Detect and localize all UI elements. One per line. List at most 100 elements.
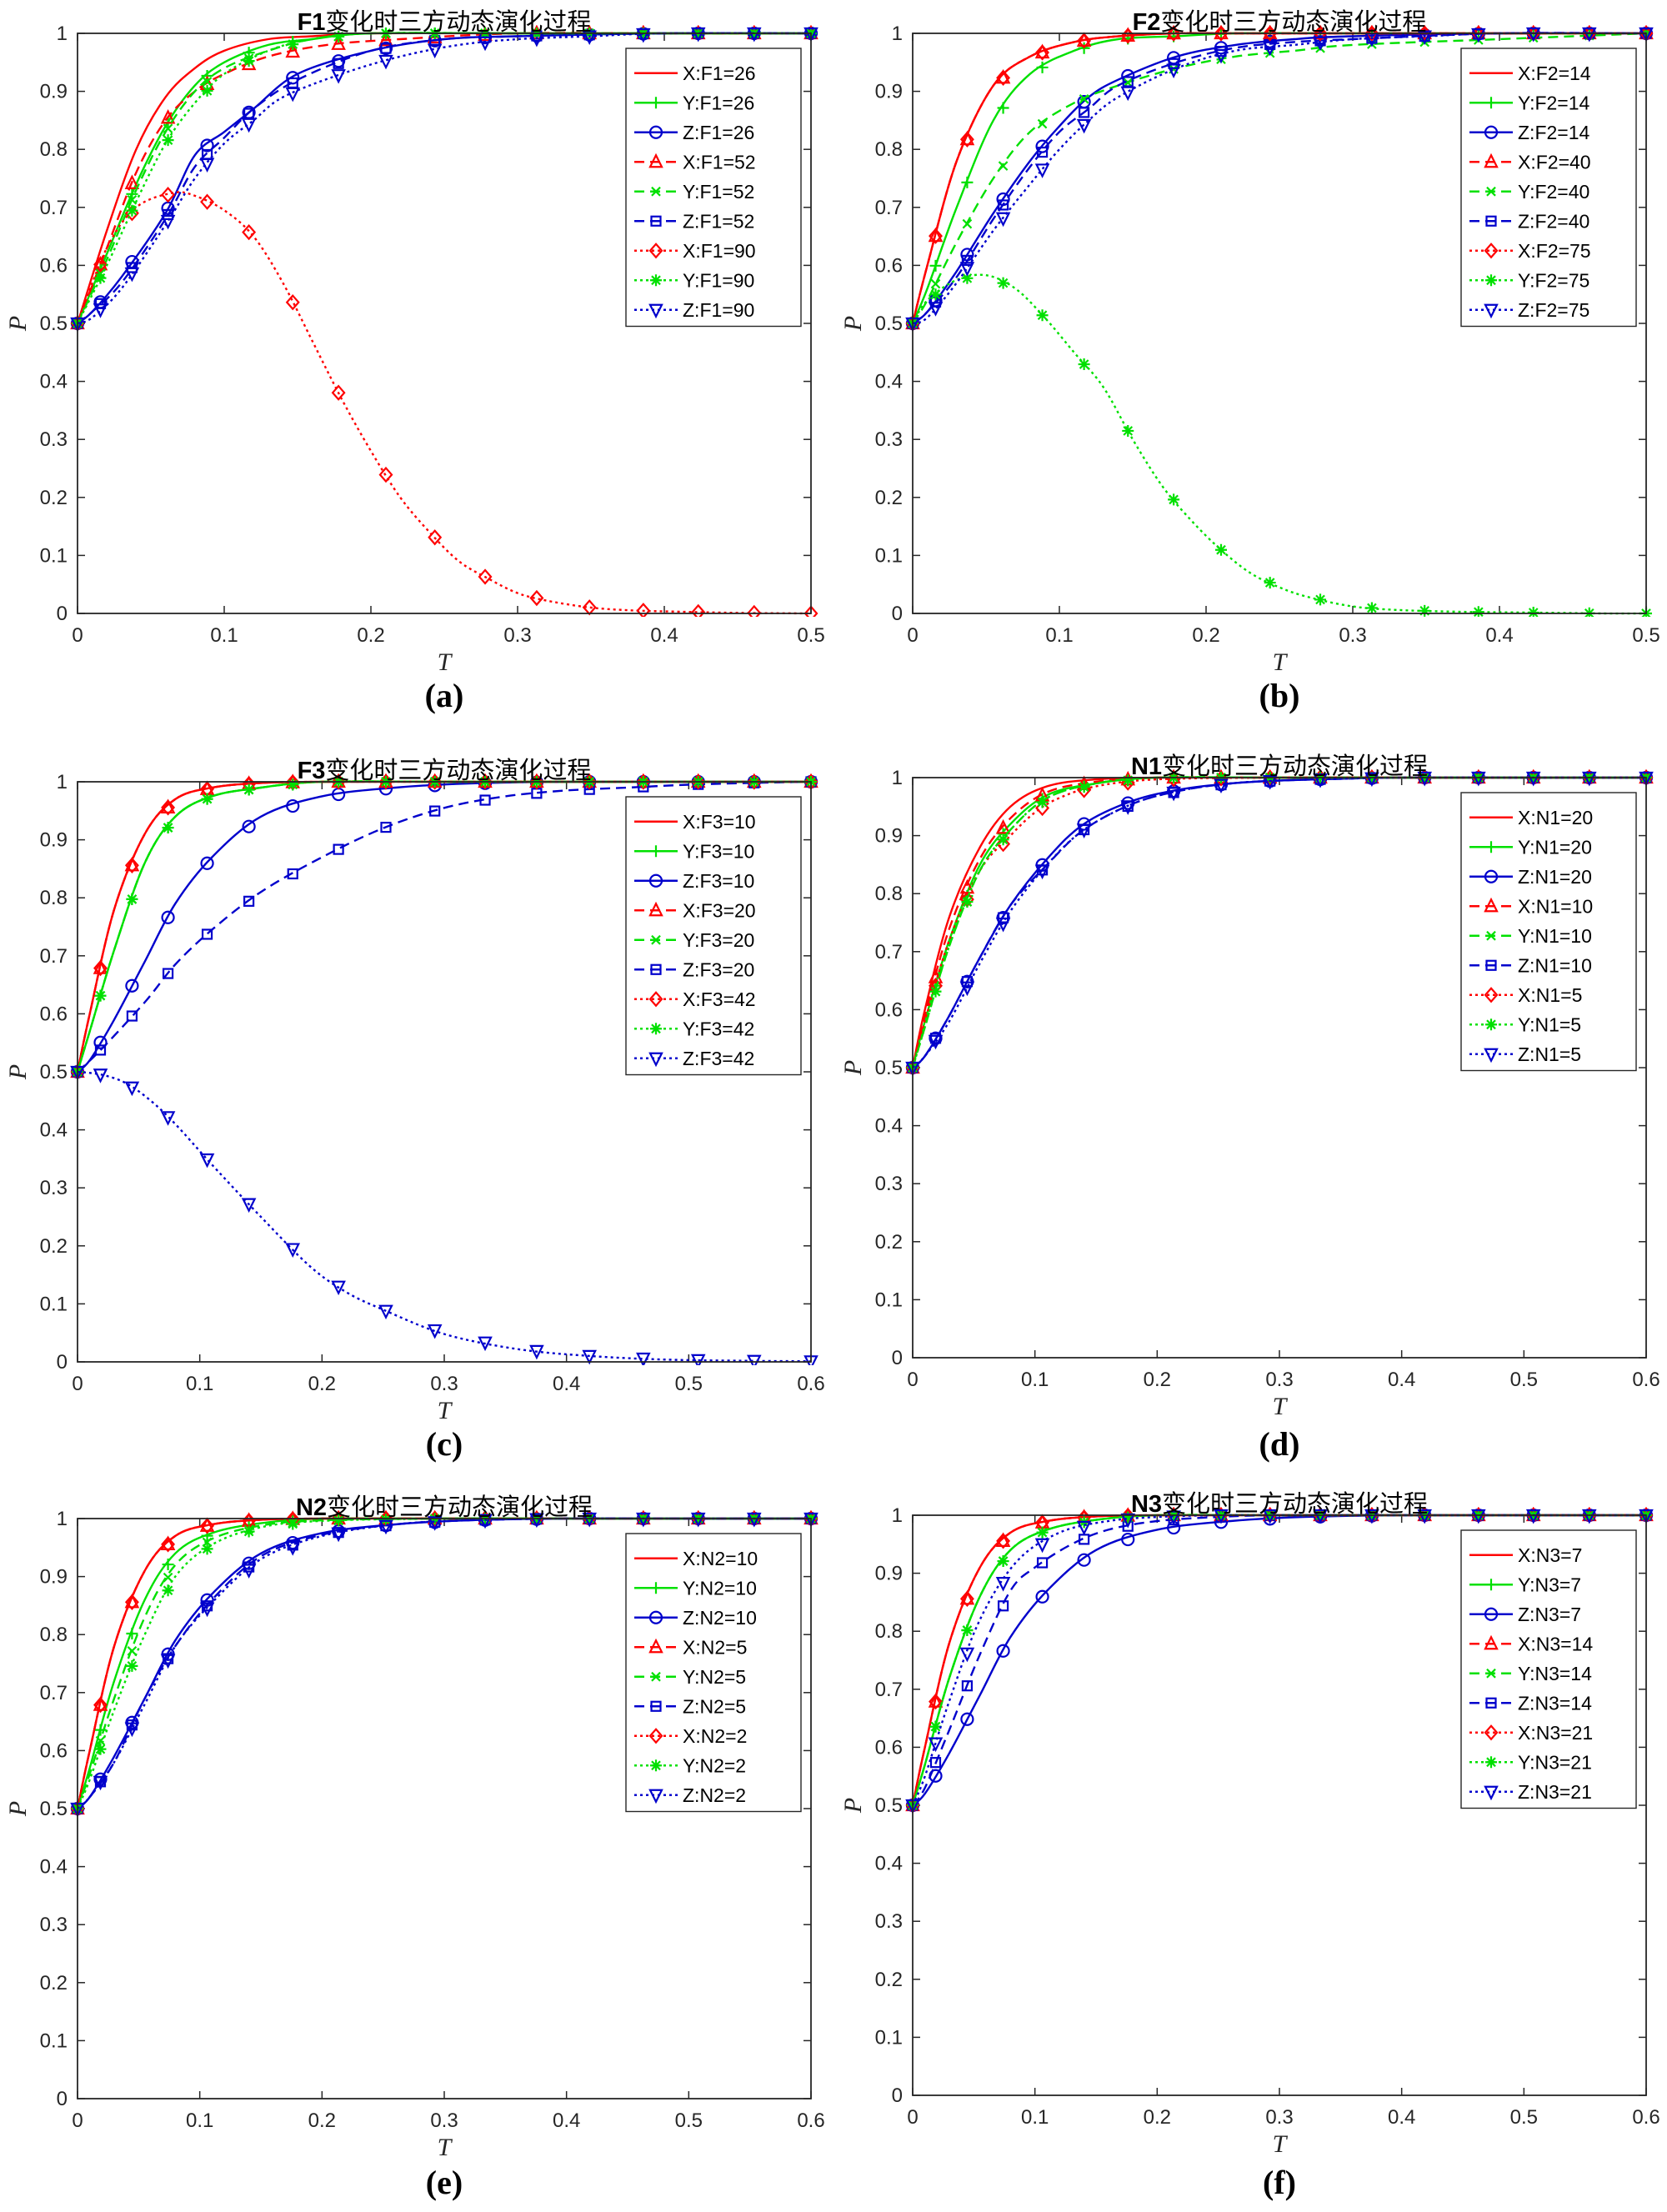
series-marker xyxy=(161,187,176,203)
series-marker xyxy=(997,833,1009,846)
series-marker xyxy=(427,1324,443,1339)
series-marker xyxy=(285,87,301,103)
legend-marker xyxy=(650,963,662,975)
series-marker xyxy=(1168,58,1179,69)
series-marker xyxy=(959,1590,974,1607)
series-marker xyxy=(331,773,346,790)
series-marker xyxy=(333,30,345,43)
legend-label: X:N2=2 xyxy=(683,1725,747,1747)
series-marker xyxy=(582,1512,597,1528)
y-tick-label: 0.2 xyxy=(875,487,903,509)
series-marker xyxy=(127,194,138,205)
legend-marker xyxy=(1486,1668,1496,1679)
legend-label: X:F3=10 xyxy=(683,811,756,833)
series-marker xyxy=(636,1512,651,1528)
series-marker xyxy=(1364,1509,1379,1524)
series-marker xyxy=(1122,424,1134,437)
y-tick-label: 0.6 xyxy=(40,1003,68,1025)
legend-marker xyxy=(1484,1607,1499,1621)
chart-panel-d: 0 0.1 0.2 0.3 0.4 0.5 0.6 0 0.1 0.2 0.3 0.4 0.5 0.6 0.… xyxy=(839,753,1660,1463)
series-line xyxy=(76,191,812,615)
series-marker xyxy=(124,174,140,189)
legend-label: Y:F3=42 xyxy=(683,1018,754,1039)
legend-marker xyxy=(648,125,663,139)
series-marker xyxy=(1419,604,1431,617)
series-line xyxy=(77,32,812,325)
series-marker xyxy=(379,1514,392,1526)
y-tick-label: 0.2 xyxy=(40,487,68,509)
chart-title-bold: F1 xyxy=(298,9,326,36)
series-marker xyxy=(1417,30,1432,46)
legend-label: Y:N1=20 xyxy=(1518,836,1592,858)
series-marker xyxy=(126,893,138,905)
chart-title-rest: 变化时三方动态演化过程 xyxy=(325,757,591,784)
series-marker xyxy=(378,54,393,70)
legend-marker xyxy=(1484,869,1499,883)
series-line xyxy=(912,776,1646,1068)
series-marker xyxy=(378,1304,393,1320)
series-marker xyxy=(241,118,257,133)
series-marker xyxy=(94,1743,107,1755)
legend-marker xyxy=(1484,1634,1499,1650)
series-marker xyxy=(378,31,393,47)
y-tick-label: 0.8 xyxy=(875,1620,903,1643)
series-marker xyxy=(690,1512,706,1528)
legend-marker xyxy=(1485,274,1497,287)
y-tick-label: 0.9 xyxy=(875,1563,903,1585)
x-tick-label: 0.4 xyxy=(1485,624,1513,647)
series-marker xyxy=(959,1589,975,1605)
series-line xyxy=(911,1514,1646,1806)
legend-label: X:F1=52 xyxy=(683,151,756,173)
y-tick-label: 0.7 xyxy=(875,941,903,963)
series-marker xyxy=(93,256,108,273)
series-marker xyxy=(200,1518,215,1534)
series-marker xyxy=(961,176,974,188)
chart-panel-c: 0 0.1 0.2 0.3 0.4 0.5 0.6 0 0.1 0.2 0.3 0.4 0.5 0.6 0.… xyxy=(4,757,825,1463)
y-axis-label: P xyxy=(839,316,867,332)
x-tick-label: 0.4 xyxy=(650,624,678,647)
series-marker xyxy=(1037,118,1048,129)
y-tick-label: 0.1 xyxy=(40,1293,68,1315)
y-tick-label: 0.3 xyxy=(40,1177,68,1199)
series-marker xyxy=(529,589,544,607)
series-marker xyxy=(1034,1538,1050,1554)
series-marker xyxy=(124,856,140,872)
series-marker xyxy=(243,55,255,68)
chart-title-rest: 变化时三方动态演化过程 xyxy=(1160,8,1426,36)
series-marker xyxy=(126,1659,138,1672)
series-marker xyxy=(200,856,214,870)
series-marker xyxy=(162,1559,174,1571)
series-marker xyxy=(1525,27,1541,43)
y-tick-label: 0 xyxy=(57,1351,68,1374)
y-tick-label: 0.5 xyxy=(40,313,68,335)
series-marker xyxy=(997,277,1009,289)
series-marker xyxy=(529,1344,544,1360)
series-marker xyxy=(125,978,139,993)
x-tick-label: 0.2 xyxy=(1192,624,1219,647)
legend-label: Y:N2=2 xyxy=(683,1754,746,1776)
legend-label: Z:F3=20 xyxy=(683,958,754,980)
series-marker xyxy=(124,1722,140,1738)
series-marker xyxy=(1036,146,1049,158)
series-marker xyxy=(1314,593,1327,606)
series-marker xyxy=(331,384,346,401)
series-line xyxy=(76,1517,811,1809)
legend-marker xyxy=(648,1638,663,1654)
legend-marker xyxy=(650,97,662,109)
legend-marker xyxy=(648,1610,663,1624)
y-axis-label: P xyxy=(4,1064,32,1080)
series-marker xyxy=(1120,800,1136,815)
series-marker xyxy=(124,267,140,283)
axes-box xyxy=(912,777,1647,1359)
series-marker xyxy=(287,38,299,51)
legend-label: Y:F1=52 xyxy=(683,181,754,203)
legend-label: Y:N2=5 xyxy=(683,1666,746,1688)
series-marker xyxy=(199,1517,215,1532)
y-tick-label: 0.5 xyxy=(875,313,903,335)
series-marker xyxy=(285,1541,301,1556)
series-marker xyxy=(93,255,108,271)
chart-title: N1变化时三方动态演化过程 xyxy=(1131,753,1428,780)
axes-box xyxy=(912,1514,1647,2096)
series-marker xyxy=(1034,163,1050,178)
y-tick-label: 0.2 xyxy=(40,1972,68,1994)
